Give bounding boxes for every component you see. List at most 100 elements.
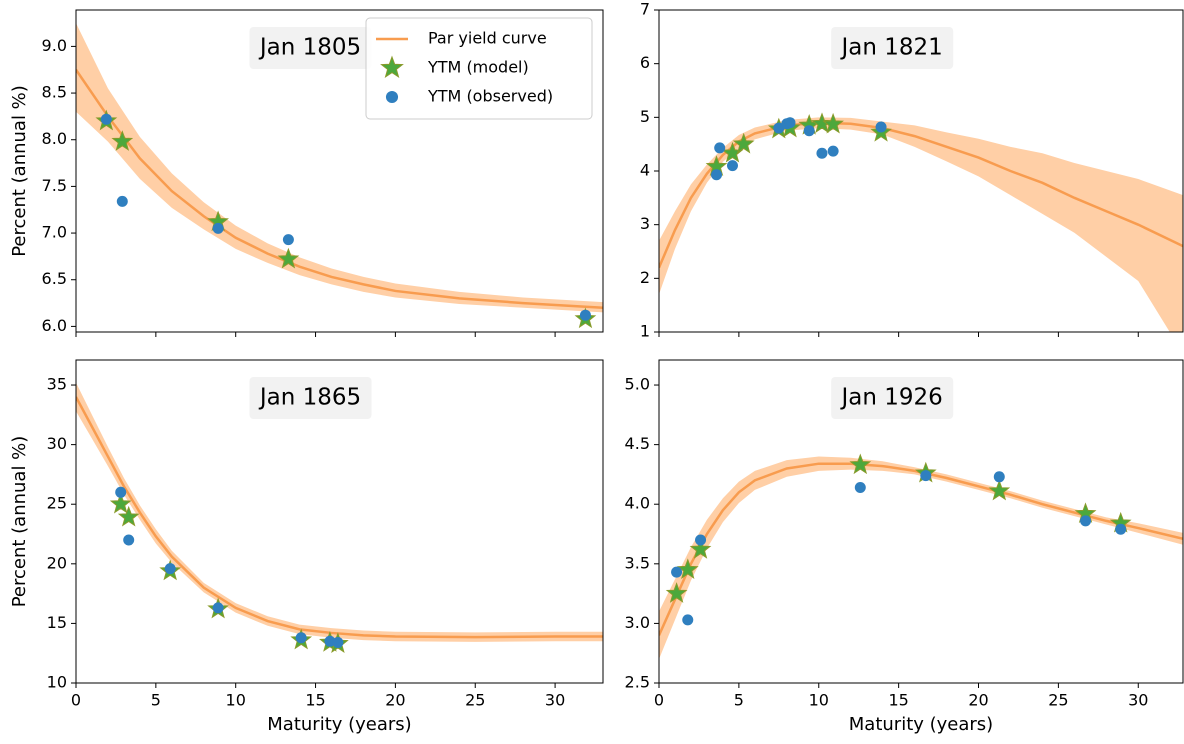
dot-marker xyxy=(123,534,135,546)
star-marker xyxy=(689,538,712,559)
dot-marker xyxy=(920,470,932,482)
legend-swatch xyxy=(380,55,404,79)
dot-marker xyxy=(993,471,1005,483)
x-axis-label: Maturity (years) xyxy=(849,714,993,735)
y-tick-label: 6 xyxy=(640,53,650,72)
yield-curve xyxy=(659,121,1183,269)
dot-marker xyxy=(164,563,176,575)
y-tick-label: 3 xyxy=(640,214,650,233)
legend-label: YTM (model) xyxy=(427,58,529,77)
dot-marker xyxy=(212,222,224,234)
y-tick-label: 9.0 xyxy=(42,36,67,55)
y-tick-label: 4 xyxy=(640,161,650,180)
y-tick-label: 3.5 xyxy=(625,553,650,572)
star-marker xyxy=(676,558,699,580)
panel-title: Jan 1805 xyxy=(258,35,361,61)
dot-marker xyxy=(854,482,866,494)
legend-label: Par yield curve xyxy=(428,29,547,48)
dot-marker xyxy=(282,234,294,246)
y-tick-label: 30 xyxy=(47,434,67,453)
star-marker xyxy=(665,582,688,603)
legend-swatch xyxy=(385,90,399,104)
y-tick-label: 6.0 xyxy=(42,316,67,335)
dot-marker xyxy=(695,534,707,546)
y-tick-label: 2.5 xyxy=(625,673,650,692)
dot-marker xyxy=(803,125,815,137)
legend-label: YTM (observed) xyxy=(427,87,553,106)
yield-curve xyxy=(76,396,603,639)
x-tick-label: 15 xyxy=(888,691,908,710)
plot-area xyxy=(659,456,1183,660)
confidence-band xyxy=(659,117,1183,332)
x-tick-label: 10 xyxy=(809,691,829,710)
dot-marker xyxy=(875,121,887,133)
legend-box xyxy=(365,17,593,120)
x-tick-label: 5 xyxy=(151,691,161,710)
y-tick-label: 20 xyxy=(47,553,67,572)
y-tick-label: 6.5 xyxy=(42,269,67,288)
x-tick-label: 15 xyxy=(305,691,325,710)
axes-frame xyxy=(75,359,604,684)
y-tick-label: 7 xyxy=(640,0,650,19)
panel-title: Jan 1926 xyxy=(840,385,943,411)
dot-marker xyxy=(827,145,839,157)
star-marker xyxy=(111,130,134,151)
x-axis-label: Maturity (years) xyxy=(267,714,411,735)
y-tick-label: 4.0 xyxy=(625,494,650,513)
plot-area xyxy=(659,117,1183,332)
axes-frame xyxy=(75,9,604,333)
y-tick-label: 7.5 xyxy=(42,176,67,195)
title-box xyxy=(249,27,372,69)
title-box xyxy=(831,27,954,69)
confidence-band xyxy=(659,456,1183,660)
x-tick-label: 30 xyxy=(545,691,565,710)
x-tick-label: 30 xyxy=(1128,691,1148,710)
dot-marker xyxy=(100,113,112,125)
title-box xyxy=(831,377,954,419)
dot-marker xyxy=(1115,523,1127,535)
title-box xyxy=(249,377,372,419)
y-tick-label: 2 xyxy=(640,268,650,287)
y-tick-label: 3.0 xyxy=(625,613,650,632)
confidence-band xyxy=(76,382,603,642)
dot-marker xyxy=(714,142,726,154)
x-tick-label: 10 xyxy=(226,691,246,710)
dot-marker xyxy=(116,195,128,207)
x-tick-label: 0 xyxy=(654,691,664,710)
y-tick-label: 4.5 xyxy=(625,434,650,453)
x-tick-label: 0 xyxy=(71,691,81,710)
dot-marker xyxy=(212,602,224,614)
dot-marker xyxy=(682,614,694,626)
x-tick-label: 25 xyxy=(465,691,485,710)
y-tick-label: 5 xyxy=(640,107,650,126)
star-marker xyxy=(277,247,300,269)
y-tick-label: 10 xyxy=(47,673,67,692)
y-tick-label: 5.0 xyxy=(625,375,650,394)
x-tick-label: 25 xyxy=(1048,691,1068,710)
y-tick-label: 1 xyxy=(640,322,650,341)
axes-frame xyxy=(658,9,1184,333)
dot-marker xyxy=(711,169,723,181)
y-axis-label: Percent (annual %) xyxy=(9,436,30,608)
star-marker xyxy=(822,112,844,134)
y-tick-label: 35 xyxy=(47,375,67,394)
y-tick-label: 25 xyxy=(47,494,67,513)
star-marker xyxy=(117,505,140,527)
dot-marker xyxy=(1080,515,1092,527)
y-tick-label: 15 xyxy=(47,613,67,632)
panel-title: Jan 1865 xyxy=(258,385,361,411)
dot-marker xyxy=(816,147,828,159)
x-tick-label: 20 xyxy=(968,691,988,710)
plot-area xyxy=(76,382,603,642)
star-marker xyxy=(732,132,755,154)
dot-marker xyxy=(115,486,127,498)
y-tick-label: 8.5 xyxy=(42,83,67,102)
y-tick-label: 7.0 xyxy=(42,223,67,242)
dot-marker xyxy=(671,566,683,578)
dot-marker xyxy=(726,160,738,172)
star-marker xyxy=(849,453,872,475)
axes-frame xyxy=(658,359,1184,684)
x-tick-label: 20 xyxy=(385,691,405,710)
dot-marker xyxy=(784,117,796,129)
